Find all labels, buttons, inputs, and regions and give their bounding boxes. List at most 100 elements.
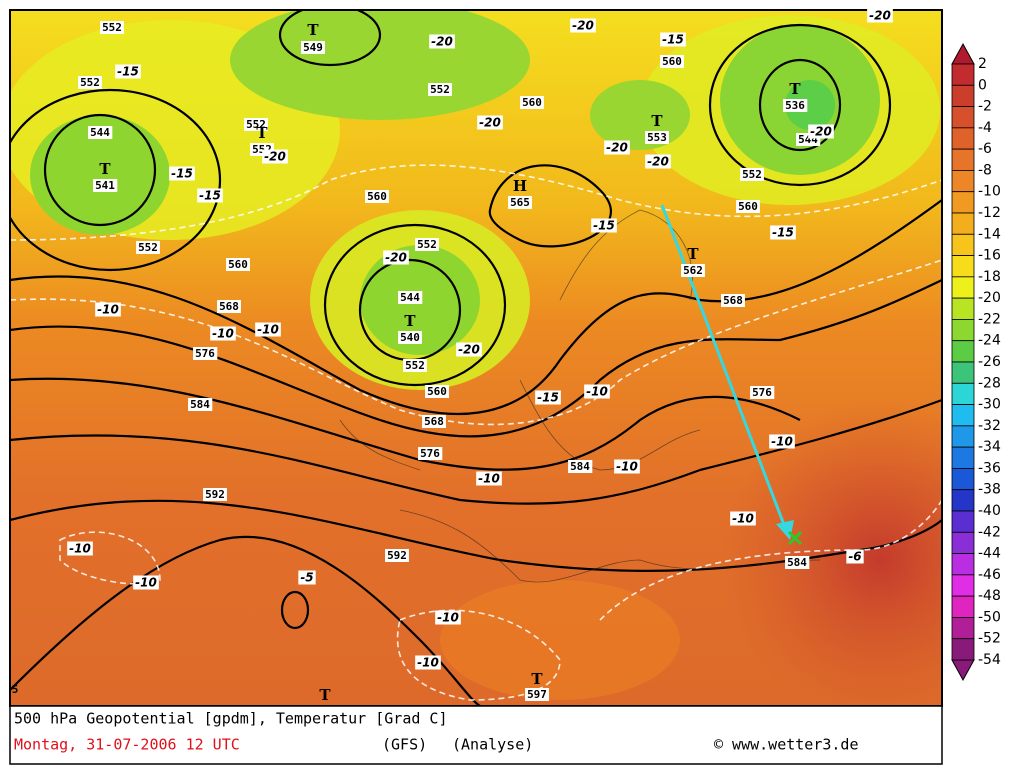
contour-label-box [193,347,218,360]
contour-label: 552 [138,241,158,254]
contour-label-box [508,196,532,209]
legend-swatch [951,510,975,533]
contour-label: 541 [95,179,115,192]
legend-swatch [951,276,975,299]
legend-label: -22 [978,311,1001,327]
legend-label: -32 [978,418,1001,434]
temperature-label-box [67,541,93,556]
contour-label: 560 [367,190,387,203]
temperature-label: -15 [662,33,684,47]
contour-label: 536 [785,99,805,112]
contour-label: 562 [683,264,703,277]
contour-label: 560 [228,258,248,271]
temperature-label: -6 [848,550,861,564]
temperature-label-box [383,250,409,265]
footer-model: (GFS) [382,736,427,754]
legend-swatch [951,212,975,235]
contour-label-box [785,556,810,569]
temperature-label: -10 [771,435,793,449]
legend-label: -18 [978,269,1001,285]
contour-label-box [88,126,113,139]
cold-area [785,80,835,130]
legend-swatch [951,233,975,256]
temperature-label-box [614,459,640,474]
temperature-label-box [535,390,561,405]
trajectory-arrow [660,204,788,531]
contour-label: 552 [742,168,762,181]
legend-label: -50 [978,609,1001,625]
temperature-label: -15 [593,219,615,233]
legend-label: -6 [978,141,992,157]
legend-swatch [951,595,975,618]
temperature-label-box [867,8,893,23]
pressure-center: T [687,245,699,263]
temperature-label-box [415,655,441,670]
contour-label: 568 [723,294,743,307]
temperature-label: -20 [810,125,832,139]
contour-label-box [750,386,775,399]
contour-label-box [188,398,213,411]
temperature-label-box [570,18,596,33]
temperature-label: -10 [97,303,119,317]
temperature-label: -15 [117,65,139,79]
legend-swatch [951,489,975,512]
contour-label: 592 [205,488,225,501]
contour-label-box [422,415,446,428]
contour-label-box [736,200,760,213]
temperature-label: -15 [171,167,193,181]
temperature-label-box [591,218,617,233]
contour-label-box [365,190,389,203]
legend-swatch [951,255,975,278]
contour-label-box [78,76,102,89]
temperature-label-box [133,575,159,590]
contour-label: 565 [510,196,530,209]
legend-label: -4 [978,120,992,136]
temperature-label: -10 [135,576,157,590]
legend-swatch [951,617,975,640]
contour-label: 576 [195,347,215,360]
contour-label: 584 [190,398,210,411]
contour-label: 552 [80,76,100,89]
contour-label: 552 [417,238,437,251]
temperature-label: -20 [572,19,594,33]
contour-label: 553 [647,131,667,144]
contour-label: 576 [420,447,440,460]
temperature-label-box [210,326,236,341]
legend-label: -48 [978,588,1001,604]
legend-swatch [951,106,975,129]
contour-label: 552 [102,21,122,34]
contour-label-box [740,168,764,181]
contour-label-box [721,294,745,307]
contour-label: 544 [90,126,110,139]
color-legend: 2 0 -2 -4 -6 -8 -10 -12 -14 -16 -18 -20 -22 -24 -26 -28… [951,42,1001,682]
temperature-label-box [429,34,455,49]
temperature-label-box [604,140,630,155]
arrow-head [776,520,794,540]
temperature-label: -20 [647,155,669,169]
contour-label: 584 [570,460,590,473]
temperature-label: -10 [437,611,459,625]
contour-label-box [244,118,268,131]
temperature-label-box [298,570,316,585]
contour-label-box [203,488,227,501]
contour-label-box [520,96,544,109]
temperature-label: -20 [869,9,891,23]
temperature-label-box [769,434,795,449]
temperature-label: -10 [616,460,638,474]
contour-label: 597 [527,688,547,701]
contour-label-box [418,447,443,460]
contour-label-box [645,131,669,144]
legend-label: -10 [978,184,1001,200]
contour-label-box [136,241,160,254]
pressure-center: T [789,80,801,98]
temperature-label-box [115,64,141,79]
legend-label: -30 [978,397,1001,413]
contour-label-box [403,359,427,372]
map-labels: 5525495525445415525525525605605535365445… [12,8,893,704]
pressure-center: T [256,124,268,142]
temperature-label-box [262,149,288,164]
temperature-label-box [584,384,610,399]
warm-area [440,580,680,700]
temperature-label: -10 [257,323,279,337]
